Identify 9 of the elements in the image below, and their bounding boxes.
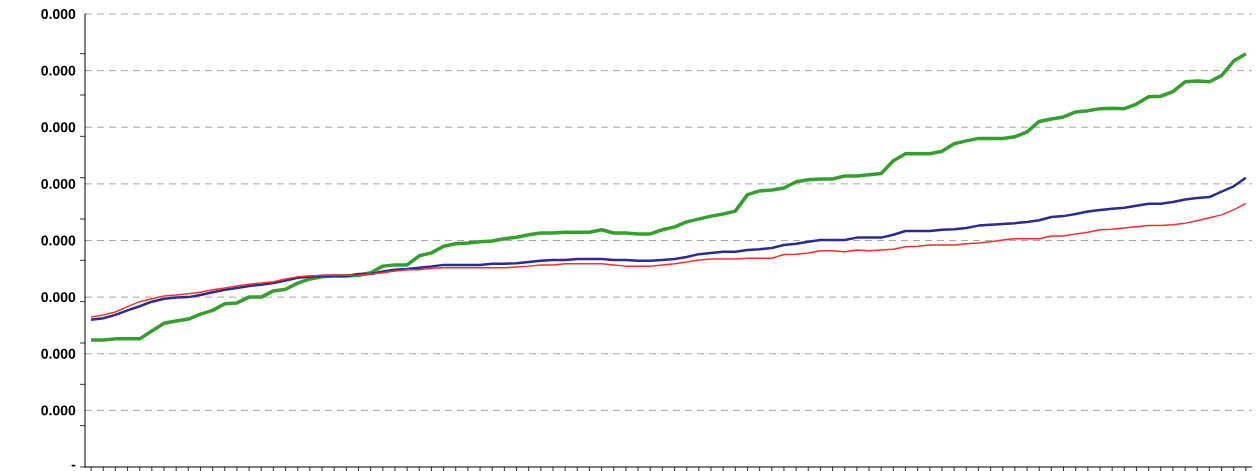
text: 0.000 bbox=[41, 348, 76, 359]
text: 0.000 bbox=[41, 235, 76, 246]
text: 0.000 bbox=[41, 405, 76, 416]
text: 0.000 bbox=[41, 122, 76, 133]
text: 0.000 bbox=[41, 292, 76, 303]
text: - bbox=[71, 464, 76, 467]
text: 0.000 bbox=[41, 9, 76, 19]
text: 0.000 bbox=[41, 65, 76, 76]
text: 0.000 bbox=[41, 178, 76, 189]
